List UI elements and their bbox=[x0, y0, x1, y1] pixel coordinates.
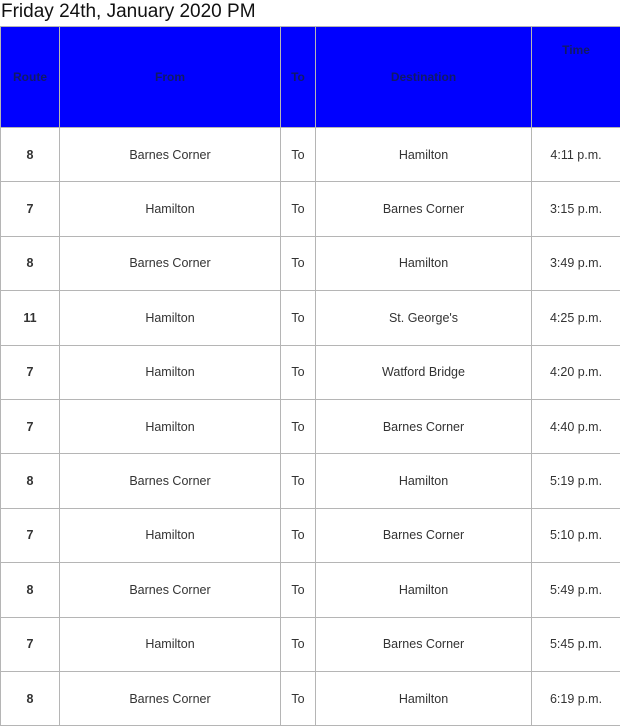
header-from: From bbox=[60, 27, 281, 128]
cell-destination: Barnes Corner bbox=[316, 508, 532, 562]
cell-route: 8 bbox=[1, 128, 60, 182]
cell-to: To bbox=[281, 671, 316, 725]
cell-from: Barnes Corner bbox=[60, 128, 281, 182]
cell-time: 4:11 p.m. bbox=[532, 128, 620, 182]
cell-to: To bbox=[281, 291, 316, 345]
header-destination: Destination bbox=[316, 27, 532, 128]
cell-to: To bbox=[281, 617, 316, 671]
cell-from: Hamilton bbox=[60, 345, 281, 399]
cell-to: To bbox=[281, 345, 316, 399]
cell-destination: St. George's bbox=[316, 291, 532, 345]
cell-to: To bbox=[281, 236, 316, 290]
cell-time: 5:10 p.m. bbox=[532, 508, 620, 562]
cell-to: To bbox=[281, 128, 316, 182]
cell-route: 7 bbox=[1, 617, 60, 671]
cell-route: 7 bbox=[1, 508, 60, 562]
cell-from: Hamilton bbox=[60, 617, 281, 671]
cell-destination: Barnes Corner bbox=[316, 182, 532, 236]
header-route: Route bbox=[1, 27, 60, 128]
cell-time: 6:19 p.m. bbox=[532, 671, 620, 725]
cell-destination: Hamilton bbox=[316, 454, 532, 508]
cell-route: 8 bbox=[1, 454, 60, 508]
cell-destination: Hamilton bbox=[316, 671, 532, 725]
cell-time: 4:20 p.m. bbox=[532, 345, 620, 399]
cell-from: Barnes Corner bbox=[60, 236, 281, 290]
cell-route: 8 bbox=[1, 236, 60, 290]
cell-time: 5:19 p.m. bbox=[532, 454, 620, 508]
page-title: Friday 24th, January 2020 PM bbox=[0, 0, 620, 26]
cell-to: To bbox=[281, 508, 316, 562]
cell-destination: Barnes Corner bbox=[316, 617, 532, 671]
header-time: Time bbox=[532, 27, 620, 128]
header-to: To bbox=[281, 27, 316, 128]
cell-route: 8 bbox=[1, 671, 60, 725]
cell-from: Hamilton bbox=[60, 291, 281, 345]
cell-time: 3:15 p.m. bbox=[532, 182, 620, 236]
cell-from: Hamilton bbox=[60, 182, 281, 236]
cell-route: 11 bbox=[1, 291, 60, 345]
cell-destination: Hamilton bbox=[316, 128, 532, 182]
cell-to: To bbox=[281, 182, 316, 236]
cell-route: 7 bbox=[1, 399, 60, 453]
cell-to: To bbox=[281, 454, 316, 508]
cell-time: 5:45 p.m. bbox=[532, 617, 620, 671]
cell-time: 4:40 p.m. bbox=[532, 399, 620, 453]
cell-from: Barnes Corner bbox=[60, 563, 281, 617]
cell-from: Hamilton bbox=[60, 508, 281, 562]
cell-route: 8 bbox=[1, 563, 60, 617]
cell-destination: Watford Bridge bbox=[316, 345, 532, 399]
cell-from: Hamilton bbox=[60, 399, 281, 453]
cell-destination: Hamilton bbox=[316, 236, 532, 290]
cell-from: Barnes Corner bbox=[60, 454, 281, 508]
cell-destination: Barnes Corner bbox=[316, 399, 532, 453]
cell-route: 7 bbox=[1, 345, 60, 399]
cell-to: To bbox=[281, 399, 316, 453]
table-header-row: Route From To Destination Time bbox=[1, 27, 620, 128]
cell-time: 4:25 p.m. bbox=[532, 291, 620, 345]
cell-to: To bbox=[281, 563, 316, 617]
cell-destination: Hamilton bbox=[316, 563, 532, 617]
cell-time: 3:49 p.m. bbox=[532, 236, 620, 290]
cell-time: 5:49 p.m. bbox=[532, 563, 620, 617]
cell-route: 7 bbox=[1, 182, 60, 236]
cell-from: Barnes Corner bbox=[60, 671, 281, 725]
